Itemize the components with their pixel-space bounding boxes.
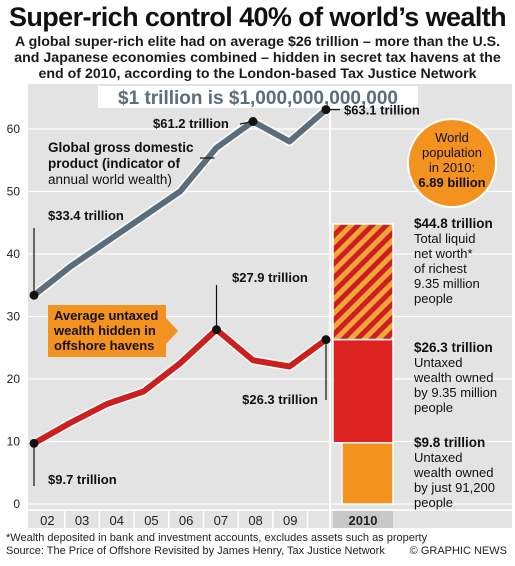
page-title: Super-rich control 40% of world’s wealth	[8, 2, 507, 32]
stack-bar-segment	[332, 223, 394, 341]
stack-desc-line: net worth*	[414, 246, 473, 261]
stack-desc-line: wealth owned	[413, 465, 494, 480]
x-tick-label: 03	[75, 513, 89, 528]
y-tick-label: 50	[7, 185, 21, 199]
x-tick-label: 09	[283, 513, 297, 528]
credit-text: © GRAPHIC NEWS	[409, 545, 507, 557]
stack-desc-line: wealth owned	[413, 370, 494, 385]
annotation-label: $63.1 trillion	[344, 103, 420, 118]
stack-desc-line: 9.35 million	[414, 276, 480, 291]
stack-desc-line: by 9.35 million	[414, 385, 497, 400]
y-tick-label: 40	[7, 247, 21, 261]
population-circle-line: World	[435, 130, 469, 145]
stack-value-label: $44.8 trillion	[414, 216, 493, 231]
gdp-label-line: annual world wealth)	[48, 172, 172, 187]
series-line	[31, 106, 329, 299]
source-text: Source: The Price of Offshore Revisited …	[6, 545, 385, 557]
annotation-dot	[212, 325, 221, 335]
annotation-label: $27.9 trillion	[232, 270, 308, 285]
gdp-label-line: Global gross domestic	[48, 140, 194, 155]
annotation-dot	[321, 335, 331, 345]
x-tick-label: 08	[248, 513, 262, 528]
x-tick-label: 04	[110, 513, 124, 528]
annotation-label: $61.2 trillion	[153, 116, 229, 131]
y-tick-label: 10	[7, 435, 21, 449]
x-tick-label: 06	[179, 513, 193, 528]
offshore-label-line: wealth hidden in	[53, 323, 156, 338]
y-tick-label: 0	[13, 497, 20, 511]
footnote: *Wealth deposited in bank and investment…	[6, 532, 428, 544]
page-subtitle: A global super-rich elite had on average…	[14, 34, 501, 82]
stack-desc-line: people	[414, 291, 453, 306]
annotation-dot	[248, 117, 258, 126]
population-circle-line: in 2010:	[429, 160, 475, 175]
chart: $1 trillion is $1,000,000,000,000 0 10 20 3…	[0, 84, 515, 528]
stack-desc-line: people	[414, 495, 453, 510]
annotation-dot	[29, 290, 39, 300]
x-tick-label: 07	[214, 513, 228, 528]
population-circle-line: 6.89 billion	[418, 175, 485, 190]
annotation-label: $33.4 trillion	[48, 208, 124, 223]
gdp-label-line: product (indicator of	[48, 156, 180, 171]
offshore-label-line: Average untaxed	[54, 308, 158, 323]
y-tick-label: 60	[7, 122, 21, 136]
stack-desc-line: Untaxed	[414, 450, 462, 465]
stack-value-label: $9.8 trillion	[414, 435, 485, 450]
stack-desc-line: Total liquid	[414, 231, 475, 246]
y-tick-label: 20	[7, 372, 21, 386]
offshore-label-pointer	[166, 318, 178, 344]
x-tick-label: 05	[144, 513, 158, 528]
offshore-label-box	[48, 305, 166, 357]
annotation-dot	[29, 438, 39, 448]
annotation-label: $9.7 trillion	[48, 472, 117, 487]
stack-desc-line: people	[414, 400, 453, 415]
annotation-label: $26.3 trillion	[242, 392, 318, 407]
chart-svg: $1 trillion is $1,000,000,000,000 0 10 20 3…	[7, 84, 512, 528]
population-circle	[407, 118, 497, 208]
x-label-2010-bg	[333, 511, 393, 528]
population-circle-line: population	[422, 145, 482, 160]
annotation-dot	[321, 105, 331, 115]
series-line	[31, 326, 329, 447]
stack-desc-line: of richest	[414, 261, 467, 276]
banner-text: $1 trillion is $1,000,000,000,000	[118, 88, 398, 109]
stack-desc-line: by just 91,200	[414, 480, 495, 495]
stack-value-label: $26.3 trillion	[414, 340, 493, 355]
stack-bar-segment	[332, 338, 394, 444]
stack-desc-line: Untaxed	[414, 355, 462, 370]
y-tick-label: 30	[7, 310, 21, 324]
offshore-label-line: offshore havens	[54, 338, 154, 353]
banner-bg	[98, 86, 418, 108]
x-tick-label: 02	[40, 513, 54, 528]
stack-bar-segment	[341, 442, 394, 505]
x-tick-label-2010: 2010	[349, 513, 378, 528]
